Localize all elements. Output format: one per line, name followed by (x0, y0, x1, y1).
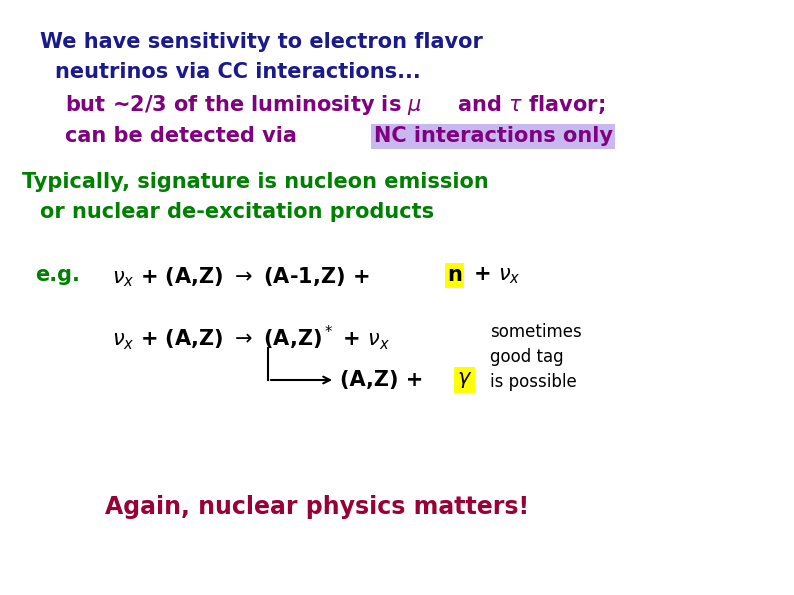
Text: but ~2/3 of the luminosity is $\mu$     and $\tau$ flavor;: but ~2/3 of the luminosity is $\mu$ and … (65, 93, 605, 117)
Text: We have sensitivity to electron flavor: We have sensitivity to electron flavor (40, 32, 483, 52)
Text: NC interactions only: NC interactions only (373, 126, 612, 146)
Text: Typically, signature is nucleon emission: Typically, signature is nucleon emission (22, 172, 489, 192)
Text: or nuclear de-excitation products: or nuclear de-excitation products (40, 202, 434, 222)
Text: + $\nu_x$: + $\nu_x$ (466, 265, 521, 286)
Text: neutrinos via CC interactions...: neutrinos via CC interactions... (55, 62, 421, 82)
Text: $\nu_x$ + (A,Z) $\rightarrow$ (A-1,Z) +: $\nu_x$ + (A,Z) $\rightarrow$ (A-1,Z) + (112, 265, 372, 289)
Text: n: n (447, 265, 462, 285)
Text: e.g.: e.g. (35, 265, 80, 285)
Text: (A,Z) +: (A,Z) + (340, 370, 430, 390)
Text: $\nu_x$ + (A,Z) $\rightarrow$ (A,Z)$^*$ + $\nu_x$: $\nu_x$ + (A,Z) $\rightarrow$ (A,Z)$^*$ … (112, 323, 390, 352)
Text: $\gamma$: $\gamma$ (457, 370, 472, 390)
Text: Again, nuclear physics matters!: Again, nuclear physics matters! (105, 495, 529, 519)
Text: can be detected via: can be detected via (65, 126, 304, 146)
Text: sometimes
good tag
is possible: sometimes good tag is possible (490, 323, 582, 391)
